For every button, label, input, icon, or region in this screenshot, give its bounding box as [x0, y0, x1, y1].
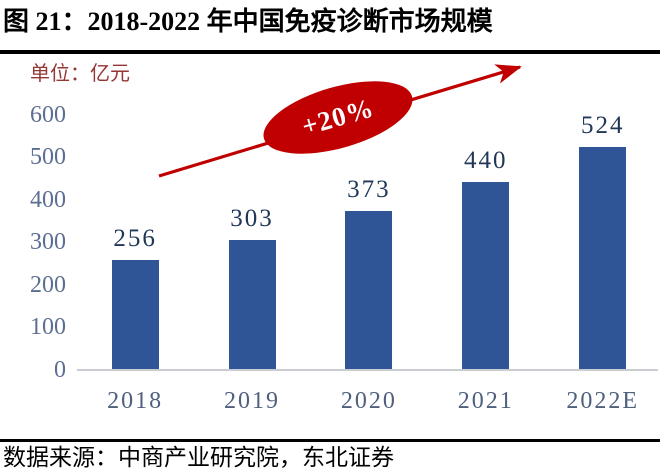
growth-rate-badge: +20%	[255, 66, 421, 169]
x-tick-label: 2019	[224, 388, 280, 414]
figure-title: 图 21：2018-2022 年中国免疫诊断市场规模	[3, 7, 493, 36]
unit-label: 单位：亿元	[30, 63, 130, 85]
bar-2022E	[579, 146, 627, 369]
y-tick-label: 400	[30, 186, 66, 213]
y-tick-label: 500	[30, 144, 66, 171]
data-source: 数据来源：中商产业研究院，东北证券	[3, 445, 394, 470]
bar-value-label: 440	[464, 147, 508, 175]
bar-value-label: 373	[347, 175, 391, 203]
x-tick-label: 2021	[457, 388, 514, 414]
y-tick-label: 600	[30, 101, 66, 128]
bar-value-label: 256	[113, 225, 157, 253]
bar-2020	[345, 210, 393, 369]
bar-2018	[111, 260, 159, 369]
bar-2019	[228, 240, 276, 369]
x-axis-line	[77, 369, 658, 371]
x-tick-label: 2022E	[566, 388, 640, 414]
growth-rate-label: +20%	[298, 92, 378, 142]
y-tick-label: 100	[30, 314, 66, 341]
y-tick-label: 300	[30, 229, 66, 256]
y-tick-label: 200	[30, 271, 66, 298]
footer-divider	[0, 439, 660, 442]
title-underline	[0, 50, 660, 54]
bar-value-label: 524	[580, 111, 625, 139]
x-tick-label: 2018	[107, 388, 164, 414]
bar-value-label: 303	[230, 205, 274, 233]
y-tick-label: 0	[54, 356, 66, 383]
x-tick-label: 2020	[340, 388, 397, 414]
bar-2021	[462, 182, 510, 369]
